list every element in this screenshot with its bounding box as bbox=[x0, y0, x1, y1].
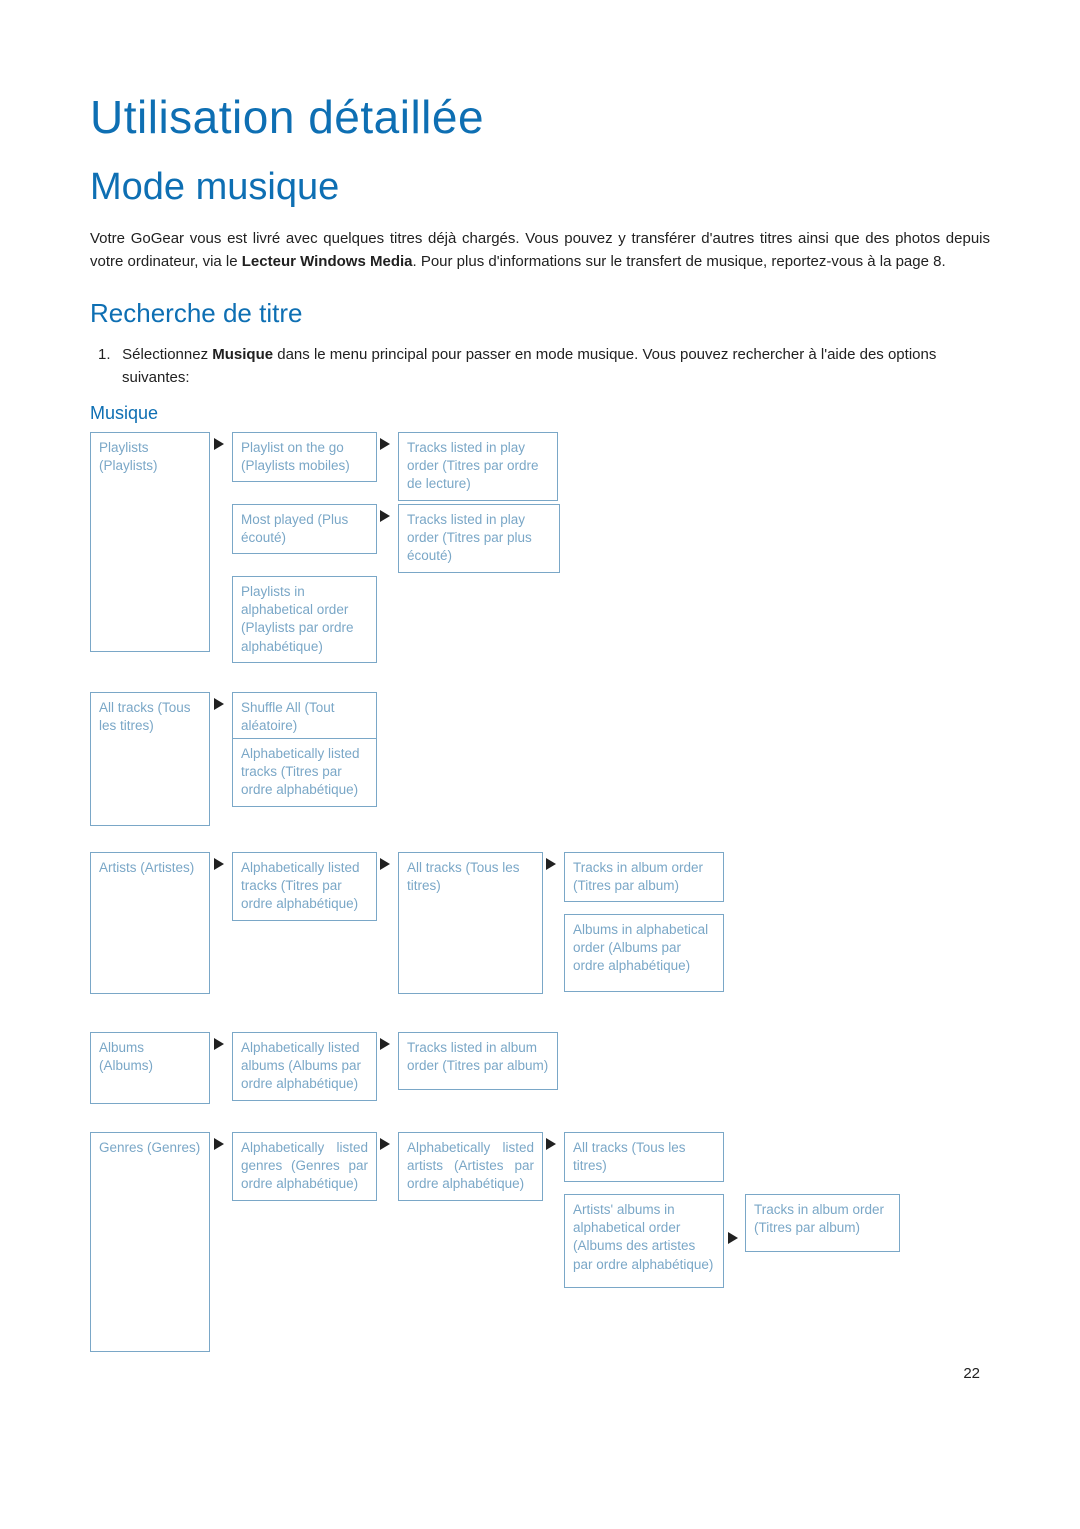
nav-arrow-icon bbox=[546, 1138, 556, 1150]
nav-box-tracks_album3: Tracks in album order (Titres par album) bbox=[564, 852, 724, 902]
nav-arrow-icon bbox=[380, 1038, 390, 1050]
step-prefix: Sélectionnez bbox=[122, 346, 212, 363]
nav-arrow-icon bbox=[380, 510, 390, 522]
nav-box-all_tracks3: All tracks (Tous les titres) bbox=[398, 852, 543, 994]
nav-arrow-icon bbox=[380, 1138, 390, 1150]
nav-box-artists_alpha5: Alphabetically listed artists (Artistes … bbox=[398, 1132, 543, 1201]
intro-suffix: . Pour plus d'informations sur le transf… bbox=[413, 253, 946, 270]
nav-box-tracks_album4: Tracks listed in album order (Titres par… bbox=[398, 1032, 558, 1090]
nav-box-playlist_go: Playlist on the go (Playlists mobiles) bbox=[232, 432, 377, 482]
nav-box-tracks_play1: Tracks listed in play order (Titres par … bbox=[398, 432, 558, 501]
navigation-hierarchy: Playlists (Playlists) Playlist on the go … bbox=[90, 432, 990, 1392]
document-page: Utilisation détaillée Mode musique Votre… bbox=[0, 0, 1080, 1432]
nav-box-albums_alpha3: Albums in alphabetical order (Albums par… bbox=[564, 914, 724, 992]
nav-box-genres: Genres (Genres) bbox=[90, 1132, 210, 1352]
nav-box-alltracks_alpha: Alphabetically listed tracks (Titres par… bbox=[232, 738, 377, 807]
step-1: 1. Sélectionnez Musique dans le menu pri… bbox=[90, 343, 990, 390]
nav-box-playlists_alpha: Playlists in alphabetical order (Playlis… bbox=[232, 576, 377, 663]
nav-box-albums_alpha: Alphabetically listed albums (Albums par… bbox=[232, 1032, 377, 1101]
nav-arrow-icon bbox=[546, 858, 556, 870]
nav-arrow-icon bbox=[214, 858, 224, 870]
heading-2: Mode musique bbox=[90, 166, 990, 209]
nav-arrow-icon bbox=[380, 858, 390, 870]
step-number: 1. bbox=[98, 343, 118, 366]
nav-box-most_played: Most played (Plus écouté) bbox=[232, 504, 377, 554]
nav-arrow-icon bbox=[380, 438, 390, 450]
nav-box-genres_alpha: Alphabetically listed genres (Genres par… bbox=[232, 1132, 377, 1201]
nav-box-alltracks: All tracks (Tous les titres) bbox=[90, 692, 210, 826]
nav-arrow-icon bbox=[214, 1038, 224, 1050]
nav-arrow-icon bbox=[214, 1138, 224, 1150]
nav-box-artists_alpha: Alphabetically listed tracks (Titres par… bbox=[232, 852, 377, 921]
heading-3: Recherche de titre bbox=[90, 298, 990, 329]
nav-arrow-icon bbox=[214, 698, 224, 710]
nav-box-albums: Albums (Albums) bbox=[90, 1032, 210, 1104]
nav-box-tracks_play2: Tracks listed in play order (Titres par … bbox=[398, 504, 560, 573]
heading-4-musique: Musique bbox=[90, 403, 990, 424]
page-number: 22 bbox=[963, 1365, 980, 1382]
nav-box-alltracks5: All tracks (Tous les titres) bbox=[564, 1132, 724, 1182]
nav-box-playlists: Playlists (Playlists) bbox=[90, 432, 210, 652]
intro-bold: Lecteur Windows Media bbox=[242, 253, 413, 270]
nav-arrow-icon bbox=[214, 438, 224, 450]
nav-arrow-icon bbox=[728, 1232, 738, 1244]
intro-paragraph: Votre GoGear vous est livré avec quelque… bbox=[90, 227, 990, 274]
heading-1: Utilisation détaillée bbox=[90, 90, 990, 144]
nav-box-tracks_album5: Tracks in album order (Titres par album) bbox=[745, 1194, 900, 1252]
nav-box-shuffle: Shuffle All (Tout aléatoire) bbox=[232, 692, 377, 742]
step-bold: Musique bbox=[212, 346, 273, 363]
nav-box-artists: Artists (Artistes) bbox=[90, 852, 210, 994]
nav-box-albums_alpha5: Artists' albums in alphabetical order (A… bbox=[564, 1194, 724, 1288]
